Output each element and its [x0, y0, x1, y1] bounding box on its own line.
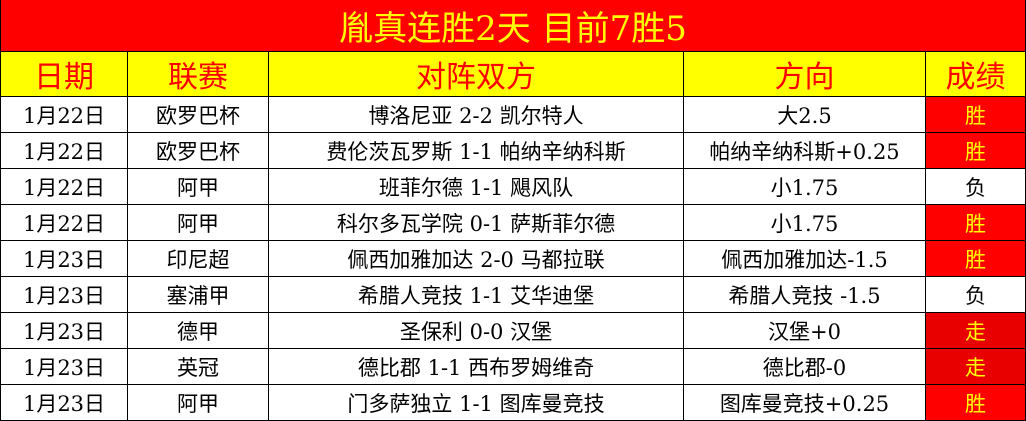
date-cell: 1月23日: [0, 348, 128, 385]
match-cell: 佩西加雅加达 2-0 马都拉联: [268, 240, 684, 277]
match-cell: 德比郡 1-1 西布罗姆维奇: [268, 348, 684, 385]
result-cell: 负: [924, 276, 1026, 313]
date-cell: 1月23日: [0, 312, 128, 349]
header-row: 日期 联赛 对阵双方 方向 成绩: [0, 51, 1026, 97]
match-cell: 博洛尼亚 2-2 凯尔特人: [268, 96, 684, 133]
table-row: 1月23日 德甲 圣保利 0-0 汉堡 汉堡+0 走: [0, 312, 1026, 349]
match-cell: 圣保利 0-0 汉堡: [268, 312, 684, 349]
page-title: 胤真连胜2天 目前7胜5: [0, 0, 1026, 52]
date-cell: 1月22日: [0, 168, 128, 205]
header-result: 成绩: [924, 51, 1026, 97]
header-pick: 方向: [683, 51, 926, 97]
pick-cell: 帕纳辛纳科斯+0.25: [683, 132, 926, 169]
date-cell: 1月22日: [0, 96, 128, 133]
league-cell: 德甲: [127, 312, 269, 349]
league-cell: 英冠: [127, 348, 269, 385]
result-cell: 走: [924, 312, 1026, 349]
pick-cell: 大2.5: [683, 96, 926, 133]
league-cell: 阿甲: [127, 384, 269, 421]
result-cell: 走: [924, 348, 1026, 385]
match-cell: 班菲尔德 1-1 飓风队: [268, 168, 684, 205]
table-row: 1月22日 阿甲 班菲尔德 1-1 飓风队 小1.75 负: [0, 168, 1026, 205]
table-row: 1月23日 阿甲 门多萨独立 1-1 图库曼竞技 图库曼竞技+0.25 胜: [0, 384, 1026, 421]
header-date: 日期: [0, 51, 128, 97]
header-league: 联赛: [127, 51, 269, 97]
date-cell: 1月22日: [0, 204, 128, 241]
match-cell: 科尔多瓦学院 0-1 萨斯菲尔德: [268, 204, 684, 241]
result-cell: 负: [924, 168, 1026, 205]
pick-cell: 汉堡+0: [683, 312, 926, 349]
league-cell: 欧罗巴杯: [127, 96, 269, 133]
result-cell: 胜: [924, 240, 1026, 277]
match-cell: 费伦茨瓦罗斯 1-1 帕纳辛纳科斯: [268, 132, 684, 169]
league-cell: 印尼超: [127, 240, 269, 277]
table-row: 1月22日 欧罗巴杯 博洛尼亚 2-2 凯尔特人 大2.5 胜: [0, 96, 1026, 133]
pick-cell: 希腊人竞技 -1.5: [683, 276, 926, 313]
table-row: 1月22日 阿甲 科尔多瓦学院 0-1 萨斯菲尔德 小1.75 胜: [0, 204, 1026, 241]
pick-cell: 德比郡-0: [683, 348, 926, 385]
result-cell: 胜: [924, 204, 1026, 241]
league-cell: 阿甲: [127, 204, 269, 241]
table-row: 1月22日 欧罗巴杯 费伦茨瓦罗斯 1-1 帕纳辛纳科斯 帕纳辛纳科斯+0.25 胜: [0, 132, 1026, 169]
match-cell: 希腊人竞技 1-1 艾华迪堡: [268, 276, 684, 313]
pick-cell: 小1.75: [683, 168, 926, 205]
match-cell: 门多萨独立 1-1 图库曼竞技: [268, 384, 684, 421]
pick-cell: 佩西加雅加达-1.5: [683, 240, 926, 277]
result-cell: 胜: [924, 132, 1026, 169]
pick-cell: 小1.75: [683, 204, 926, 241]
header-match: 对阵双方: [268, 51, 684, 97]
result-cell: 胜: [924, 96, 1026, 133]
table-row: 1月23日 英冠 德比郡 1-1 西布罗姆维奇 德比郡-0 走: [0, 348, 1026, 385]
table-row: 1月23日 印尼超 佩西加雅加达 2-0 马都拉联 佩西加雅加达-1.5 胜: [0, 240, 1026, 277]
date-cell: 1月22日: [0, 132, 128, 169]
league-cell: 塞浦甲: [127, 276, 269, 313]
table-row: 1月23日 塞浦甲 希腊人竞技 1-1 艾华迪堡 希腊人竞技 -1.5 负: [0, 276, 1026, 313]
league-cell: 欧罗巴杯: [127, 132, 269, 169]
date-cell: 1月23日: [0, 384, 128, 421]
date-cell: 1月23日: [0, 276, 128, 313]
result-cell: 胜: [924, 384, 1026, 421]
title-row: 胤真连胜2天 目前7胜5: [0, 0, 1026, 52]
league-cell: 阿甲: [127, 168, 269, 205]
date-cell: 1月23日: [0, 240, 128, 277]
pick-cell: 图库曼竞技+0.25: [683, 384, 926, 421]
